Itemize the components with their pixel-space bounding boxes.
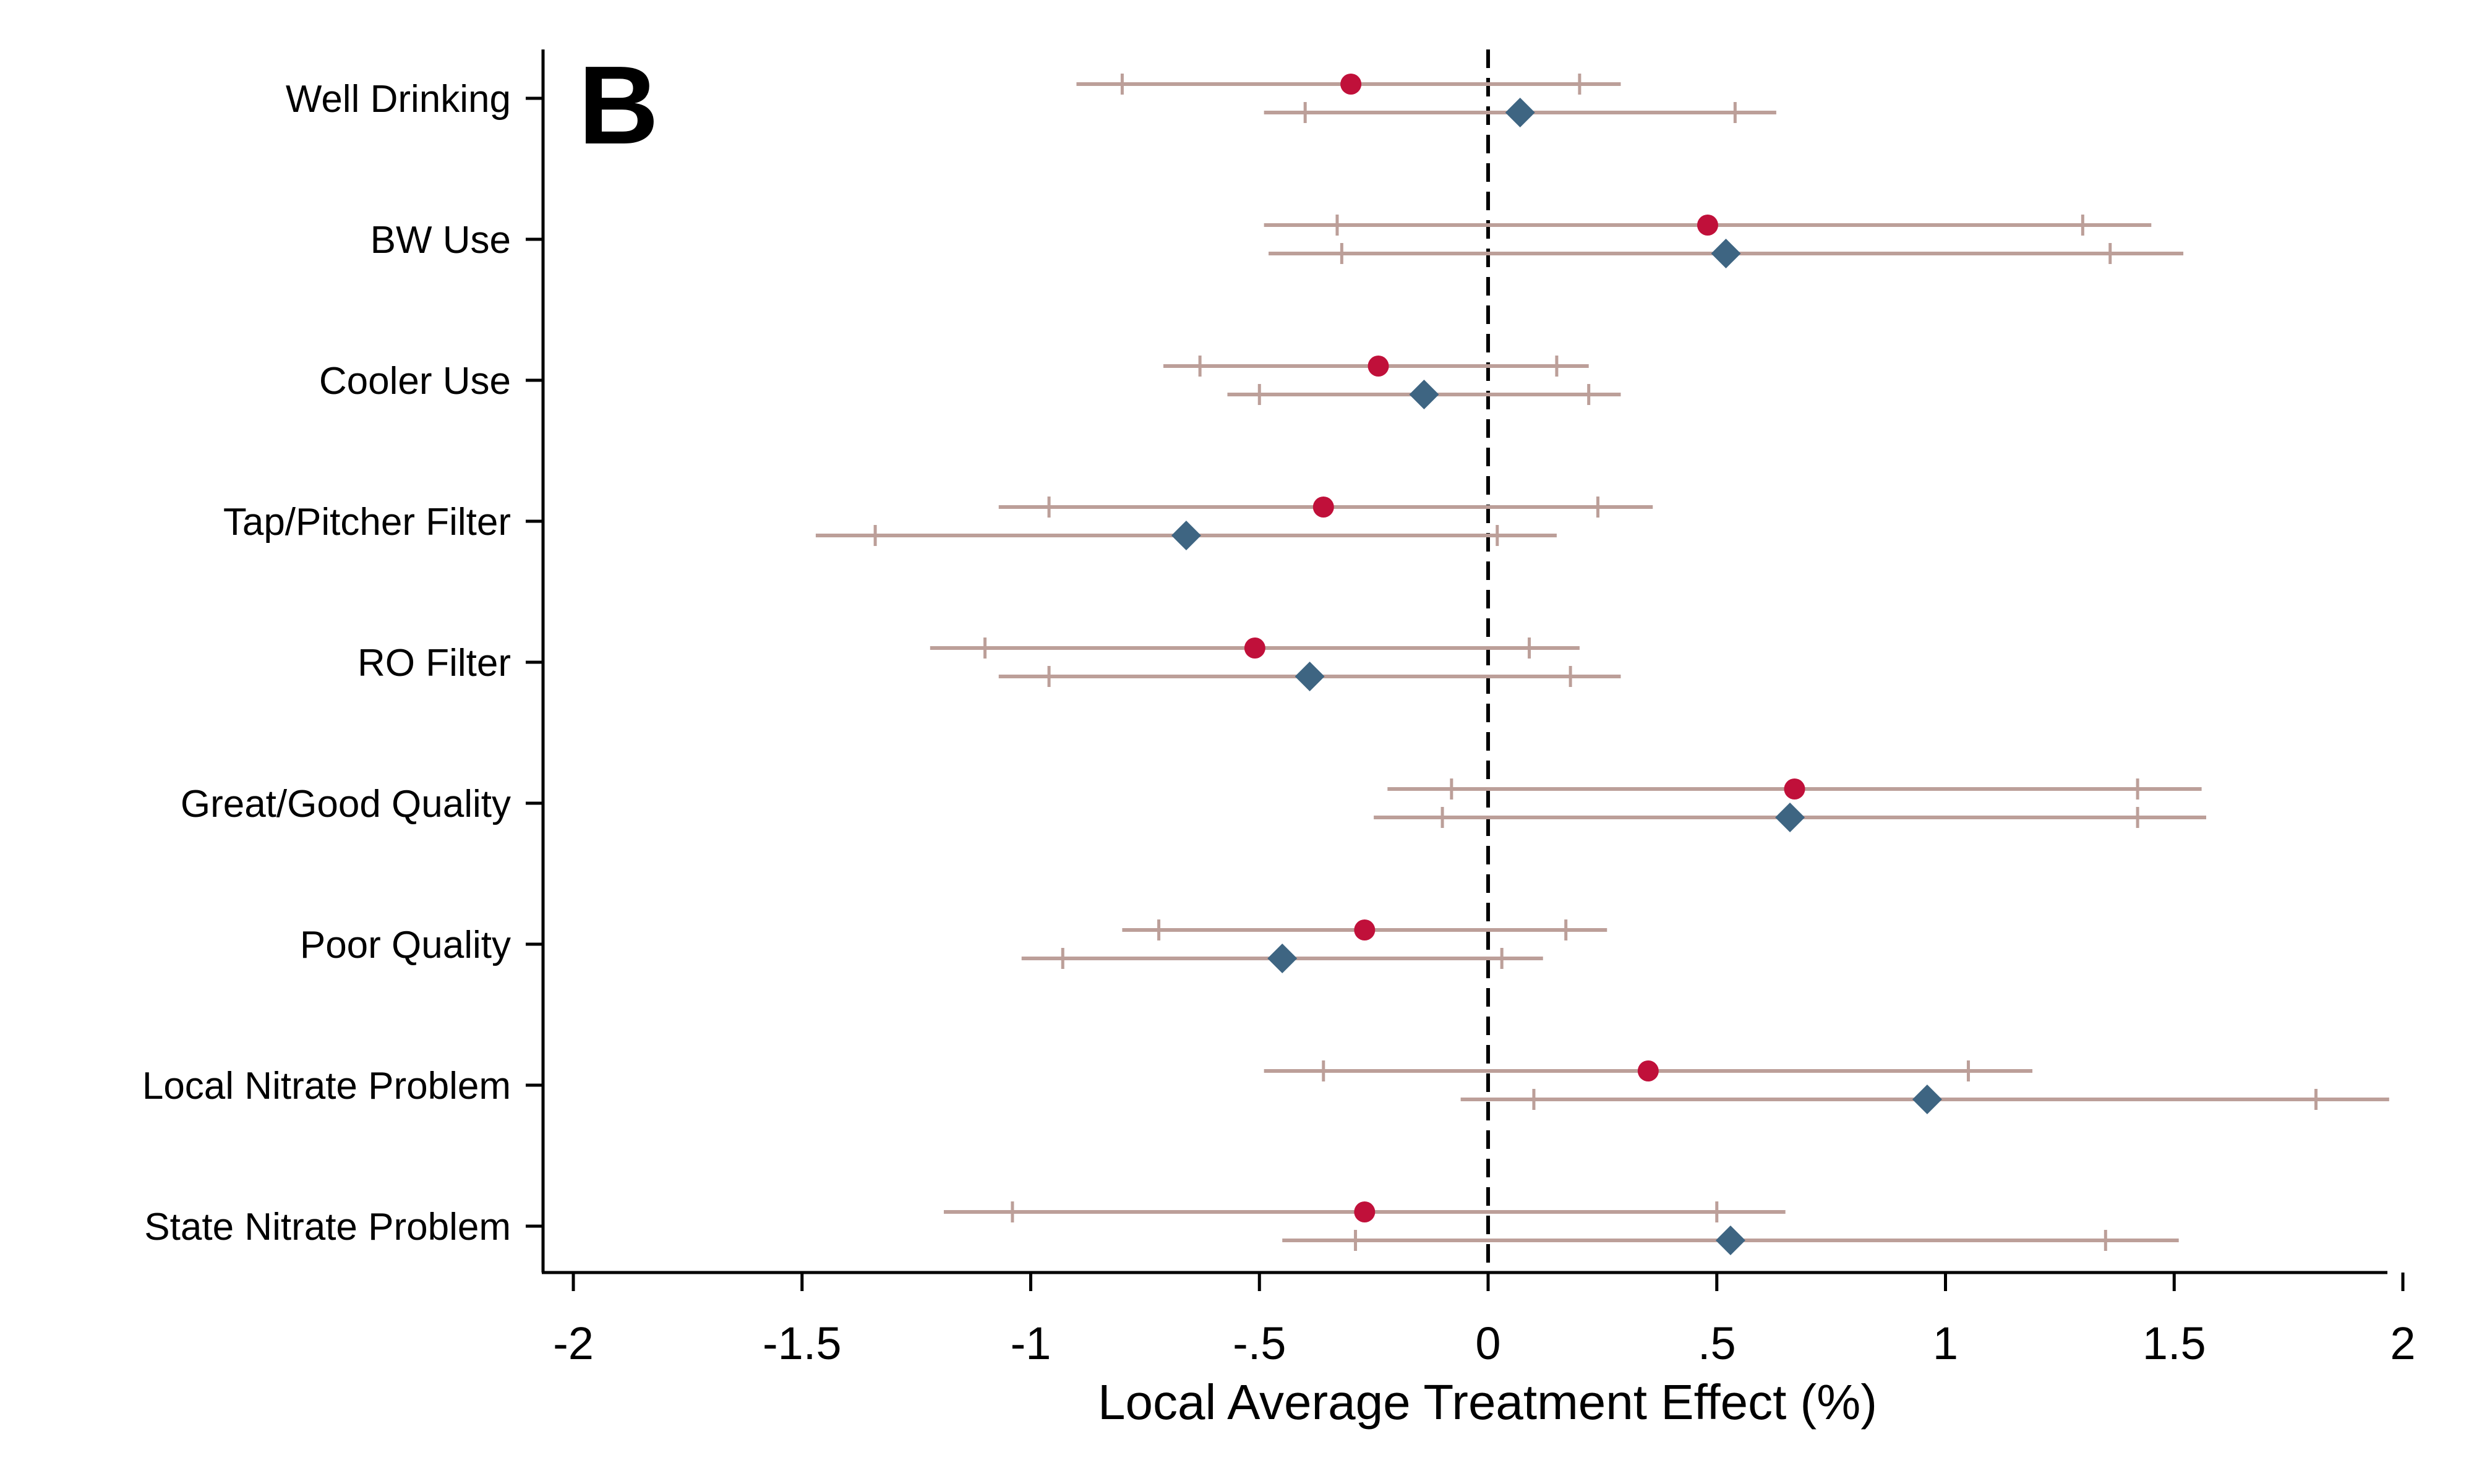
plot-marks (815, 49, 2389, 1273)
x-tick-label: 0 (1475, 1318, 1500, 1369)
estimate-point-circle (1368, 356, 1389, 377)
category-label: Tap/Pitcher Filter (223, 501, 511, 544)
x-axis-title: Local Average Treatment Effect (%) (1098, 1375, 1877, 1430)
category-label: State Nitrate Problem (144, 1206, 511, 1248)
estimate-point-circle (1784, 778, 1805, 800)
estimate-point-circle (1637, 1060, 1659, 1081)
x-tick-label: 1 (1933, 1318, 1958, 1369)
estimate-point-diamond (1715, 1226, 1745, 1255)
estimate-point-diamond (1505, 98, 1535, 127)
estimate-point-diamond (1295, 662, 1325, 691)
estimate-point-circle (1312, 497, 1334, 518)
estimate-point-diamond (1775, 803, 1805, 832)
estimate-point-circle (1354, 919, 1376, 940)
x-tick-label: 2 (2390, 1318, 2415, 1369)
category-label: Poor Quality (300, 924, 511, 966)
category-label: Local Nitrate Problem (142, 1065, 511, 1107)
estimate-point-circle (1244, 638, 1265, 659)
estimate-point-circle (1697, 215, 1718, 236)
category-label: Cooler Use (319, 360, 511, 403)
x-tick-label: .5 (1698, 1318, 1736, 1369)
estimate-point-diamond (1912, 1085, 1942, 1114)
estimate-point-diamond (1409, 380, 1439, 409)
category-label: RO Filter (357, 642, 511, 684)
category-label: Great/Good Quality (181, 783, 511, 825)
panel-label: B (578, 43, 659, 168)
x-tick-label: -.5 (1233, 1318, 1286, 1369)
category-label: Well Drinking (286, 78, 511, 121)
x-tick-label: -1 (1011, 1318, 1051, 1369)
estimate-point-circle (1340, 74, 1362, 95)
estimate-point-diamond (1171, 521, 1201, 550)
x-tick-label: -1.5 (763, 1318, 842, 1369)
x-axis: -2 -1.5 -1 -.5 0 .5 1 1.5 2 (542, 1271, 2416, 1369)
category-label: BW Use (370, 219, 511, 262)
estimate-point-diamond (1711, 239, 1741, 268)
estimate-point-diamond (1267, 944, 1298, 973)
x-tick-label: 1.5 (2142, 1318, 2206, 1369)
y-axis: Well Drinking BW Use Cooler Use Tap/Pitcher… (142, 49, 545, 1273)
estimate-point-circle (1354, 1201, 1376, 1222)
x-tick-label: -2 (553, 1318, 594, 1369)
